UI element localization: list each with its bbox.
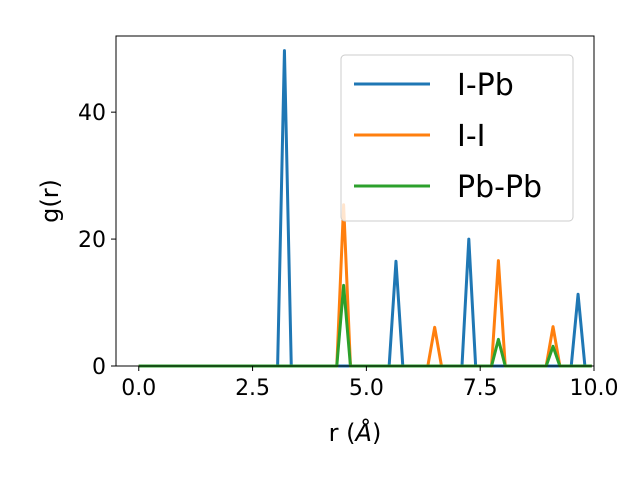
y-axis-label: g(r) [36, 179, 64, 223]
x-axis-label-symbol: Å [354, 418, 372, 447]
plot-frame [115, 35, 595, 367]
x-tick-label: 5.0 [349, 376, 384, 401]
x-tick-label: 2.5 [235, 376, 270, 401]
y-tick-label: 40 [78, 101, 106, 126]
x-axis-label-prefix: r ( [329, 419, 356, 447]
y-tick-label: 20 [78, 228, 106, 253]
x-tick-label: 0.0 [121, 376, 156, 401]
x-tick-label: 7.5 [463, 376, 498, 401]
legend-label-pb-pb: Pb-Pb [457, 170, 542, 205]
x-axis-label: r (Å) [329, 418, 382, 447]
y-tick-label: 0 [92, 355, 106, 380]
legend-label-i-pb: I-Pb [457, 68, 514, 103]
x-axis: 0.0 2.5 5.0 7.5 10.0 [121, 366, 618, 401]
y-axis: 0 20 40 [78, 101, 116, 380]
x-tick-label: 10.0 [570, 376, 619, 401]
legend-label-i-i: I-I [457, 119, 486, 154]
series-line-pb-pb [138, 283, 592, 368]
legend-box [340, 54, 574, 222]
x-axis-label-suffix: ) [372, 419, 381, 447]
legend: I-Pb I-I Pb-Pb [340, 54, 574, 222]
